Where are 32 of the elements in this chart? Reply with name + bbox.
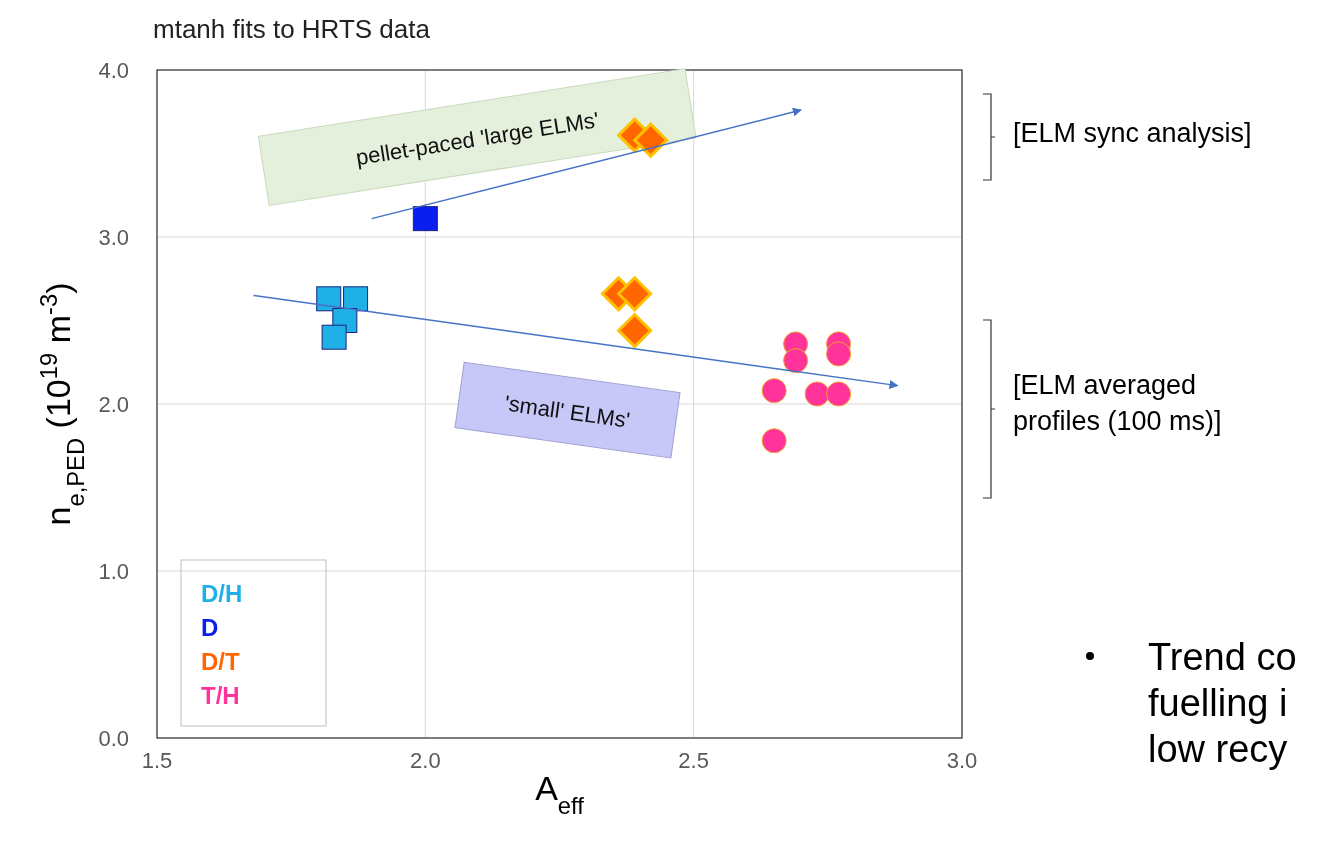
point bbox=[617, 276, 653, 312]
text: D/T bbox=[201, 648, 240, 675]
x-tick-label: 2.5 bbox=[678, 748, 709, 773]
y-tick-label: 3.0 bbox=[98, 225, 129, 250]
chart-title: mtanh fits to HRTS data bbox=[153, 14, 431, 44]
text: D/H bbox=[201, 580, 243, 607]
text: D bbox=[201, 614, 219, 641]
text: T/H bbox=[201, 682, 240, 709]
point bbox=[761, 378, 787, 404]
x-tick-label: 3.0 bbox=[946, 748, 978, 773]
x-tick-label: 2.0 bbox=[410, 748, 441, 773]
annotation: 'small' ELMs' bbox=[503, 390, 632, 433]
point bbox=[343, 286, 369, 312]
y-tick-label: 1.0 bbox=[98, 559, 129, 584]
point bbox=[783, 348, 809, 374]
point bbox=[633, 122, 669, 158]
point bbox=[761, 428, 787, 454]
text: [ELM sync analysis] bbox=[1013, 118, 1252, 148]
point bbox=[826, 381, 852, 407]
y-tick-label: 4.0 bbox=[98, 58, 129, 83]
point bbox=[826, 341, 852, 367]
point bbox=[804, 381, 830, 407]
y-tick-label: 0.0 bbox=[98, 726, 129, 751]
text: [ELM averaged profiles (100 ms)] bbox=[1013, 370, 1222, 436]
label-box: 'small' ELMs' bbox=[454, 361, 681, 459]
x-axis-title: A$_{eff}$ bbox=[535, 769, 585, 819]
point bbox=[617, 313, 653, 349]
y-tick-label: 2.0 bbox=[98, 392, 129, 417]
point bbox=[412, 206, 438, 232]
text: Trend co fuelling i low recy bbox=[1148, 636, 1297, 770]
x-tick-label: 1.5 bbox=[141, 748, 173, 773]
point bbox=[321, 324, 347, 350]
